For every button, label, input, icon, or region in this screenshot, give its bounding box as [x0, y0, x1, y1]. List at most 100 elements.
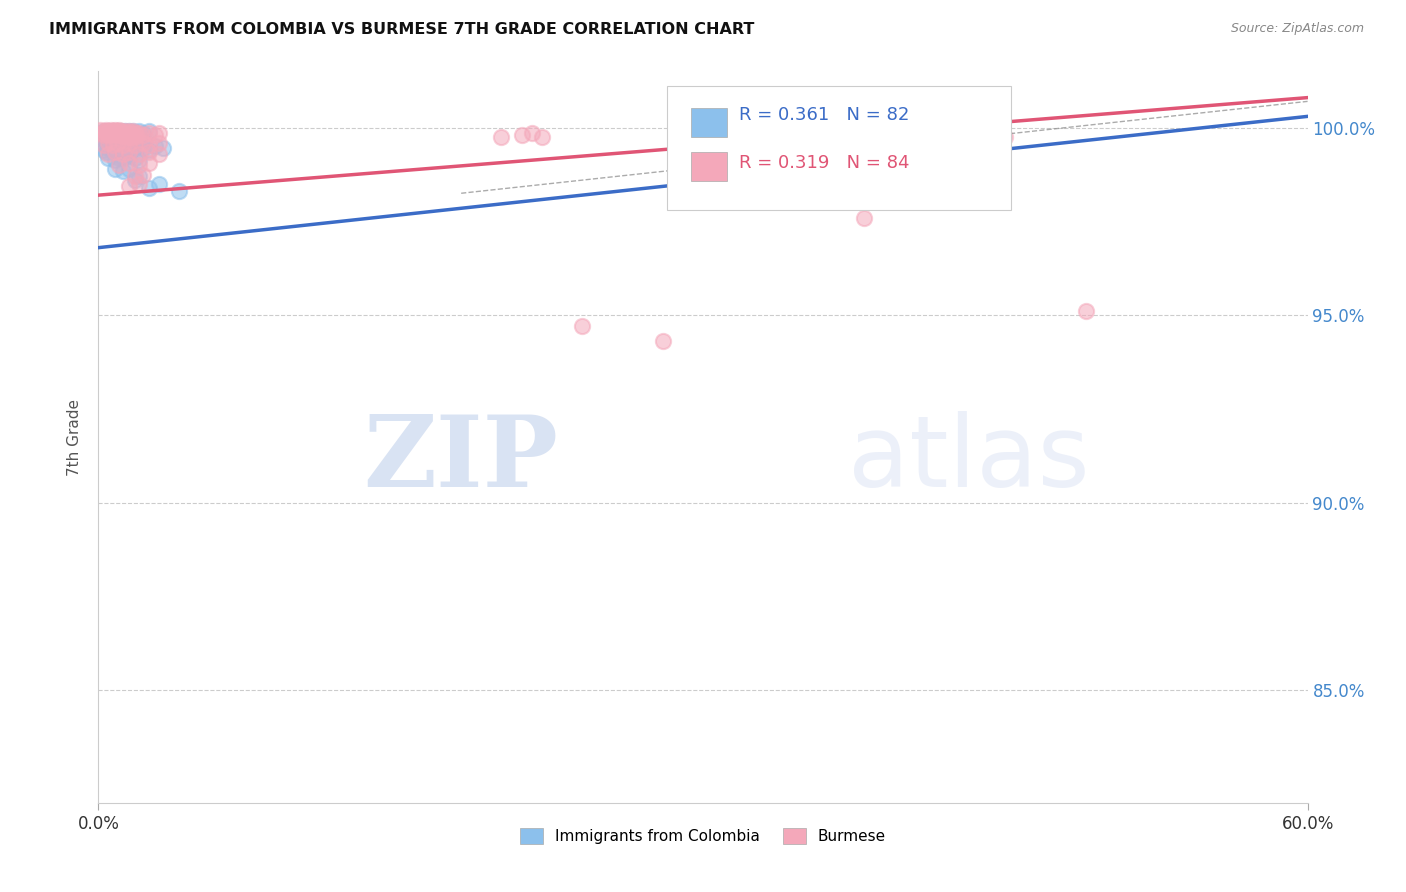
Point — [96, 134, 118, 148]
FancyBboxPatch shape — [666, 86, 1011, 211]
Point — [124, 141, 146, 155]
Point — [107, 134, 129, 148]
Point — [132, 128, 155, 142]
Point — [93, 128, 115, 142]
Point — [96, 126, 118, 140]
Point — [118, 145, 141, 159]
Point — [97, 128, 120, 142]
Point — [128, 124, 150, 138]
Point — [107, 158, 129, 172]
Point — [115, 130, 138, 145]
Point — [128, 126, 150, 140]
Point — [103, 143, 125, 157]
Point — [132, 141, 155, 155]
Point — [125, 128, 148, 142]
Point — [118, 161, 141, 176]
Point — [93, 143, 115, 157]
Point — [105, 128, 128, 142]
Point — [114, 124, 136, 138]
Point — [101, 124, 124, 138]
Point — [111, 141, 134, 155]
Point — [491, 130, 513, 145]
Point — [111, 137, 134, 152]
Point — [114, 124, 136, 138]
Point — [91, 126, 114, 140]
Point — [148, 177, 170, 191]
Point — [93, 128, 115, 142]
Point — [148, 136, 170, 150]
Point — [96, 130, 118, 145]
Point — [114, 143, 136, 157]
Legend: Immigrants from Colombia, Burmese: Immigrants from Colombia, Burmese — [513, 822, 893, 850]
Point — [132, 136, 155, 150]
Point — [100, 126, 122, 140]
Y-axis label: 7th Grade: 7th Grade — [67, 399, 83, 475]
Point — [148, 126, 170, 140]
Point — [101, 139, 124, 153]
Point — [111, 163, 134, 178]
Text: IMMIGRANTS FROM COLOMBIA VS BURMESE 7TH GRADE CORRELATION CHART: IMMIGRANTS FROM COLOMBIA VS BURMESE 7TH … — [49, 22, 755, 37]
Point — [105, 128, 128, 142]
Point — [103, 126, 125, 140]
Point — [107, 143, 129, 157]
Point — [124, 151, 146, 165]
Point — [103, 137, 125, 152]
Point — [93, 124, 115, 138]
Point — [138, 145, 160, 159]
Point — [110, 124, 132, 138]
Point — [93, 137, 115, 152]
Point — [115, 130, 138, 145]
Point — [128, 139, 150, 153]
Point — [100, 122, 122, 136]
Point — [124, 126, 146, 140]
Point — [110, 132, 132, 146]
Text: R = 0.319   N = 84: R = 0.319 N = 84 — [740, 153, 910, 172]
Point — [97, 141, 120, 155]
Point — [128, 147, 150, 161]
Point — [167, 185, 190, 199]
Point — [100, 134, 122, 148]
Point — [152, 141, 174, 155]
Point — [105, 124, 128, 138]
Point — [115, 126, 138, 140]
Point — [114, 128, 136, 142]
Point — [143, 139, 166, 153]
Point — [118, 124, 141, 138]
Point — [103, 145, 125, 159]
Point — [111, 126, 134, 140]
Point — [118, 141, 141, 155]
Point — [120, 126, 142, 140]
Point — [813, 128, 835, 142]
Point — [101, 124, 124, 138]
Point — [103, 153, 125, 167]
Point — [138, 124, 160, 138]
Point — [143, 128, 166, 142]
Point — [138, 126, 160, 140]
Point — [101, 128, 124, 142]
Point — [105, 141, 128, 155]
FancyBboxPatch shape — [690, 108, 727, 137]
Point — [128, 158, 150, 172]
Point — [124, 130, 146, 145]
Point — [124, 173, 146, 187]
Point — [105, 132, 128, 146]
Point — [148, 147, 170, 161]
Point — [132, 126, 155, 140]
Point — [853, 211, 876, 225]
Point — [110, 124, 132, 138]
Point — [97, 147, 120, 161]
Point — [128, 177, 150, 191]
Point — [97, 128, 120, 142]
Point — [124, 126, 146, 140]
Point — [110, 128, 132, 142]
Point — [118, 156, 141, 170]
Text: R = 0.361   N = 82: R = 0.361 N = 82 — [740, 106, 910, 124]
Point — [96, 122, 118, 136]
Point — [121, 128, 143, 142]
Point — [91, 136, 114, 150]
Point — [103, 130, 125, 145]
Point — [132, 168, 155, 182]
Point — [105, 136, 128, 150]
Point — [93, 124, 115, 138]
Point — [124, 169, 146, 184]
